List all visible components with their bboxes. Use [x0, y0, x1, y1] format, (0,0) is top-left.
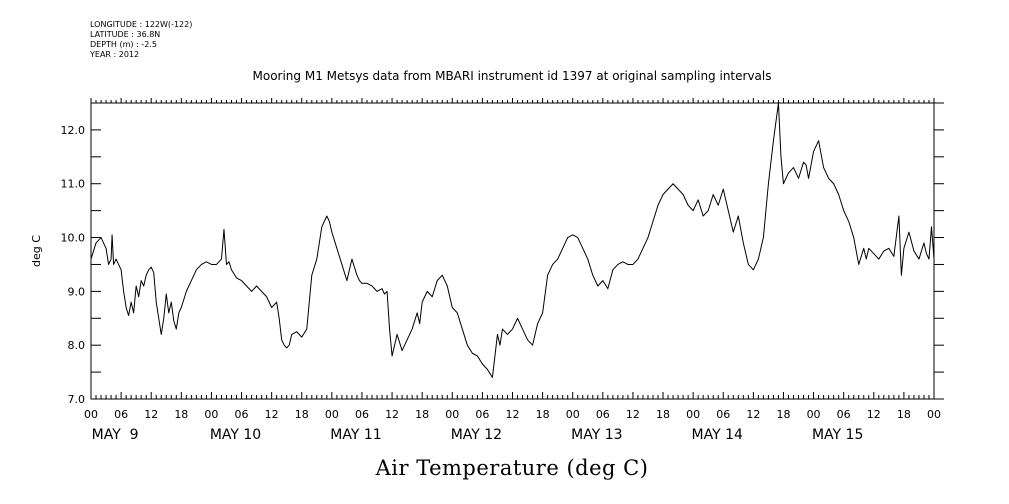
day-label: MAY 12 — [451, 427, 502, 443]
x-tick-label: 06 — [475, 408, 489, 421]
plot-frame — [90, 102, 935, 400]
x-tick-label: 12 — [867, 408, 881, 421]
y-axis: 7.0 8.0 9.0 10.0 11.0 12.0 — [61, 102, 944, 406]
x-tick-label: 12 — [746, 408, 760, 421]
series-line — [90, 102, 935, 378]
x-tick-label: 06 — [596, 408, 610, 421]
x-tick-label: 12 — [385, 408, 399, 421]
metadata-block: LONGITUDE : 122W(-122) LATITUDE : 36.8N … — [90, 20, 192, 60]
y-axis-label: deg C — [30, 235, 43, 267]
x-tick-label: 00 — [204, 408, 218, 421]
x-tick-label: 06 — [235, 408, 249, 421]
x-tick-label: 18 — [295, 408, 309, 421]
day-label: MAY 13 — [571, 427, 622, 443]
x-tick-label: 18 — [656, 408, 670, 421]
day-label: MAY 15 — [812, 427, 863, 443]
x-tick-label: 00 — [445, 408, 459, 421]
x-axis-caption: Air Temperature (deg C) — [375, 456, 649, 480]
x-axis: 00 06 12 18 00 06 12 18 00 06 12 18 00 06 12 18 00 06 12 18… — [84, 98, 941, 443]
day-label: MAY 11 — [330, 427, 381, 443]
x-tick-label: 12 — [144, 408, 158, 421]
x-tick-label: 06 — [716, 408, 730, 421]
x-tick-label: 00 — [84, 408, 98, 421]
day-label: MAY 9 — [92, 427, 139, 443]
x-tick-label: 12 — [626, 408, 640, 421]
x-tick-label: 00 — [686, 408, 700, 421]
latitude-label: LATITUDE : 36.8N — [90, 30, 161, 39]
x-tick-label: 00 — [807, 408, 821, 421]
depth-label: DEPTH (m) : -2.5 — [90, 40, 157, 49]
day-label: MAY 10 — [210, 427, 261, 443]
x-tick-label: 18 — [897, 408, 911, 421]
longitude-label: LONGITUDE : 122W(-122) — [90, 20, 193, 29]
day-label: MAY 14 — [692, 427, 743, 443]
year-label: YEAR : 2012 — [90, 50, 140, 59]
x-tick-label: 12 — [265, 408, 279, 421]
chart-title: Mooring M1 Metsys data from MBARI instru… — [253, 69, 772, 83]
x-tick-label: 06 — [837, 408, 851, 421]
x-tick-label: 00 — [566, 408, 580, 421]
x-tick-label: 18 — [536, 408, 550, 421]
y-tick-label: 9.0 — [68, 285, 86, 298]
x-tick-label: 18 — [174, 408, 188, 421]
x-tick-label: 00 — [325, 408, 339, 421]
y-tick-label: 12.0 — [61, 124, 86, 137]
x-tick-label: 18 — [415, 408, 429, 421]
x-tick-label: 06 — [355, 408, 369, 421]
x-tick-label: 12 — [506, 408, 520, 421]
y-tick-label: 7.0 — [68, 393, 86, 406]
x-tick-label: 00 — [927, 408, 941, 421]
x-tick-label: 18 — [776, 408, 790, 421]
y-tick-label: 10.0 — [61, 232, 86, 245]
y-tick-label: 11.0 — [61, 178, 86, 191]
y-tick-label: 8.0 — [68, 339, 86, 352]
x-tick-label: 06 — [114, 408, 128, 421]
